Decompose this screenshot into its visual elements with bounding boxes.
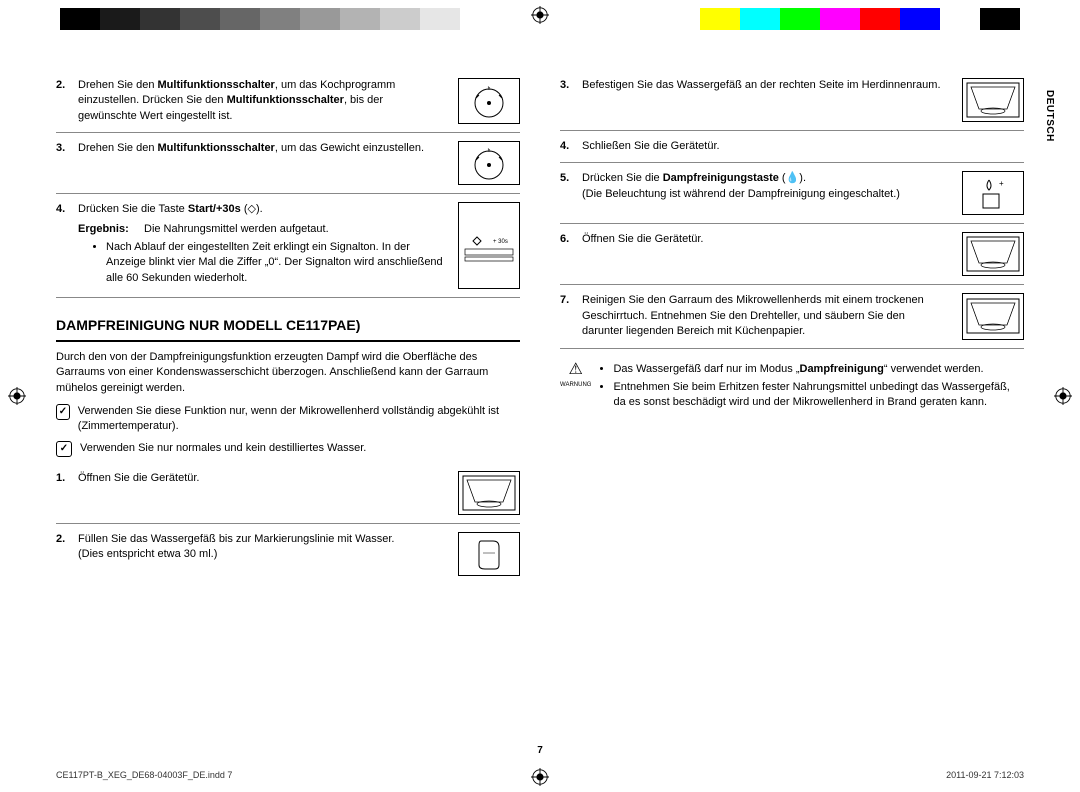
colorbar-swatch [820,8,860,30]
step-number: 7. [560,293,574,339]
step-number: 2. [56,532,70,576]
step-text: Befestigen Sie das Wassergefäß an der re… [582,78,948,122]
instruction-step: 4. Schließen Sie die Gerätetür. [560,131,1024,163]
step-text: Füllen Sie das Wassergefäß bis zur Marki… [78,532,444,576]
step-text: Drehen Sie den Multifunktionsschalter, u… [78,78,444,124]
warning-item: Das Wassergefäß darf nur im Modus „Dampf… [613,362,1024,377]
section-heading: DAMPFREINIGUNG NUR MODELL CE117PAE) [56,316,520,342]
registration-mark-top [531,6,549,24]
colorbar-swatch [700,8,740,30]
colorbar-swatch [580,8,620,30]
note-icon: ✓ [56,441,72,457]
step-illustration: + [962,171,1024,215]
instruction-step: 3.Befestigen Sie das Wassergefäß an der … [560,70,1024,131]
svg-text:h: h [488,148,491,154]
step-illustration [962,293,1024,339]
step-text: Drehen Sie den Multifunktionsschalter, u… [78,141,444,185]
section-intro: Durch den von der Dampfreinigungsfunktio… [56,350,520,396]
note-text: Verwenden Sie diese Funktion nur, wenn d… [78,404,520,435]
result-label: Ergebnis: [78,222,134,237]
step-number: 3. [560,78,574,122]
step-text: Drücken Sie die Dampfreinigungstaste (💧)… [582,171,948,215]
step-number: 6. [560,232,574,276]
instruction-step: 1.Öffnen Sie die Gerätetür. [56,463,520,524]
step-illustration [458,471,520,515]
colorbar-swatch [180,8,220,30]
colorbar-swatch [340,8,380,30]
footer-filename: CE117PT-B_XEG_DE68-04003F_DE.indd 7 [56,769,232,782]
step-number: 4. [56,202,70,289]
step-number: 1. [56,471,70,515]
step-illustration [962,78,1024,122]
colorbar-swatch [380,8,420,30]
step-number: 5. [560,171,574,215]
registration-mark-left [8,387,26,405]
colorbar-swatch [100,8,140,30]
instruction-step: 3.Drehen Sie den Multifunktionsschalter,… [56,133,520,194]
colorbar-swatch [620,8,660,30]
registration-mark-right [1054,387,1072,405]
svg-text:+ 30s: + 30s [493,239,508,245]
page-number: 7 [0,744,1080,758]
warning-list: Das Wassergefäß darf nur im Modus „Dampf… [599,359,1024,414]
result-text: Die Nahrungsmittel werden aufgetaut. [144,222,329,237]
step-number: 4. [560,139,574,154]
language-side-label: DEUTSCH [1042,90,1056,142]
colorbar-swatch [900,8,940,30]
instruction-step: 6.Öffnen Sie die Gerätetür. [560,224,1024,285]
step-number: 3. [56,141,70,185]
colorbar-swatch [260,8,300,30]
step-text: Öffnen Sie die Gerätetür. [582,232,948,276]
note-text: Verwenden Sie nur normales und kein dest… [80,441,366,456]
step-text: Schließen Sie die Gerätetür. [582,139,1024,154]
instruction-step: 2.Drehen Sie den Multifunktionsschalter,… [56,70,520,133]
colorbar-swatch [780,8,820,30]
step-sublist: Nach Ablauf der eingestellten Zeit erkli… [92,240,444,286]
colorbar-swatch [300,8,340,30]
footer-timestamp: 2011-09-21 7:12:03 [946,769,1024,782]
colorbar-swatch [60,8,100,30]
svg-text:h: h [488,86,491,92]
step-text: Öffnen Sie die Gerätetür. [78,471,444,515]
note-row: ✓ Verwenden Sie diese Funktion nur, wenn … [56,404,520,435]
step-illustration: + 30s [458,202,520,289]
step-number: 2. [56,78,70,124]
svg-text:+: + [999,179,1004,188]
note-row: ✓ Verwenden Sie nur normales und kein des… [56,441,520,457]
instruction-step: 7.Reinigen Sie den Garraum des Mikrowell… [560,285,1024,348]
colorbar-swatch [660,8,700,30]
note-icon: ✓ [56,404,70,420]
step-illustration [962,232,1024,276]
step-text: Reinigen Sie den Garraum des Mikrowellen… [582,293,948,339]
instruction-step: 2.Füllen Sie das Wassergefäß bis zur Mar… [56,524,520,584]
colorbar-swatch [940,8,980,30]
colorbar-swatch [220,8,260,30]
step-illustration [458,532,520,576]
instruction-step: 4.Drücken Sie die Taste Start/+30s (◇).E… [56,194,520,298]
warning-block: ⚠WARNUNG Das Wassergefäß darf nur im Modu… [560,359,1024,414]
registration-mark-bottom [531,768,549,786]
colorbar-swatch [420,8,460,30]
page-content: 2.Drehen Sie den Multifunktionsschalter,… [56,70,1024,732]
colorbar-swatch [140,8,180,30]
step-illustration: h [458,78,520,124]
step-sublist-item: Nach Ablauf der eingestellten Zeit erkli… [106,240,444,286]
colorbar-swatch [460,8,500,30]
right-column: 3.Befestigen Sie das Wassergefäß an der … [560,70,1024,732]
instruction-step: 5.Drücken Sie die Dampfreinigungstaste (… [560,163,1024,224]
warning-icon: ⚠WARNUNG [560,359,591,390]
colorbar-swatch [860,8,900,30]
step-text: Drücken Sie die Taste Start/+30s (◇).Erg… [78,202,444,289]
step-illustration: h [458,141,520,185]
colorbar-swatch [980,8,1020,30]
left-column: 2.Drehen Sie den Multifunktionsschalter,… [56,70,520,732]
warning-item: Entnehmen Sie beim Erhitzen fester Nahru… [613,380,1024,411]
colorbar-swatch [740,8,780,30]
